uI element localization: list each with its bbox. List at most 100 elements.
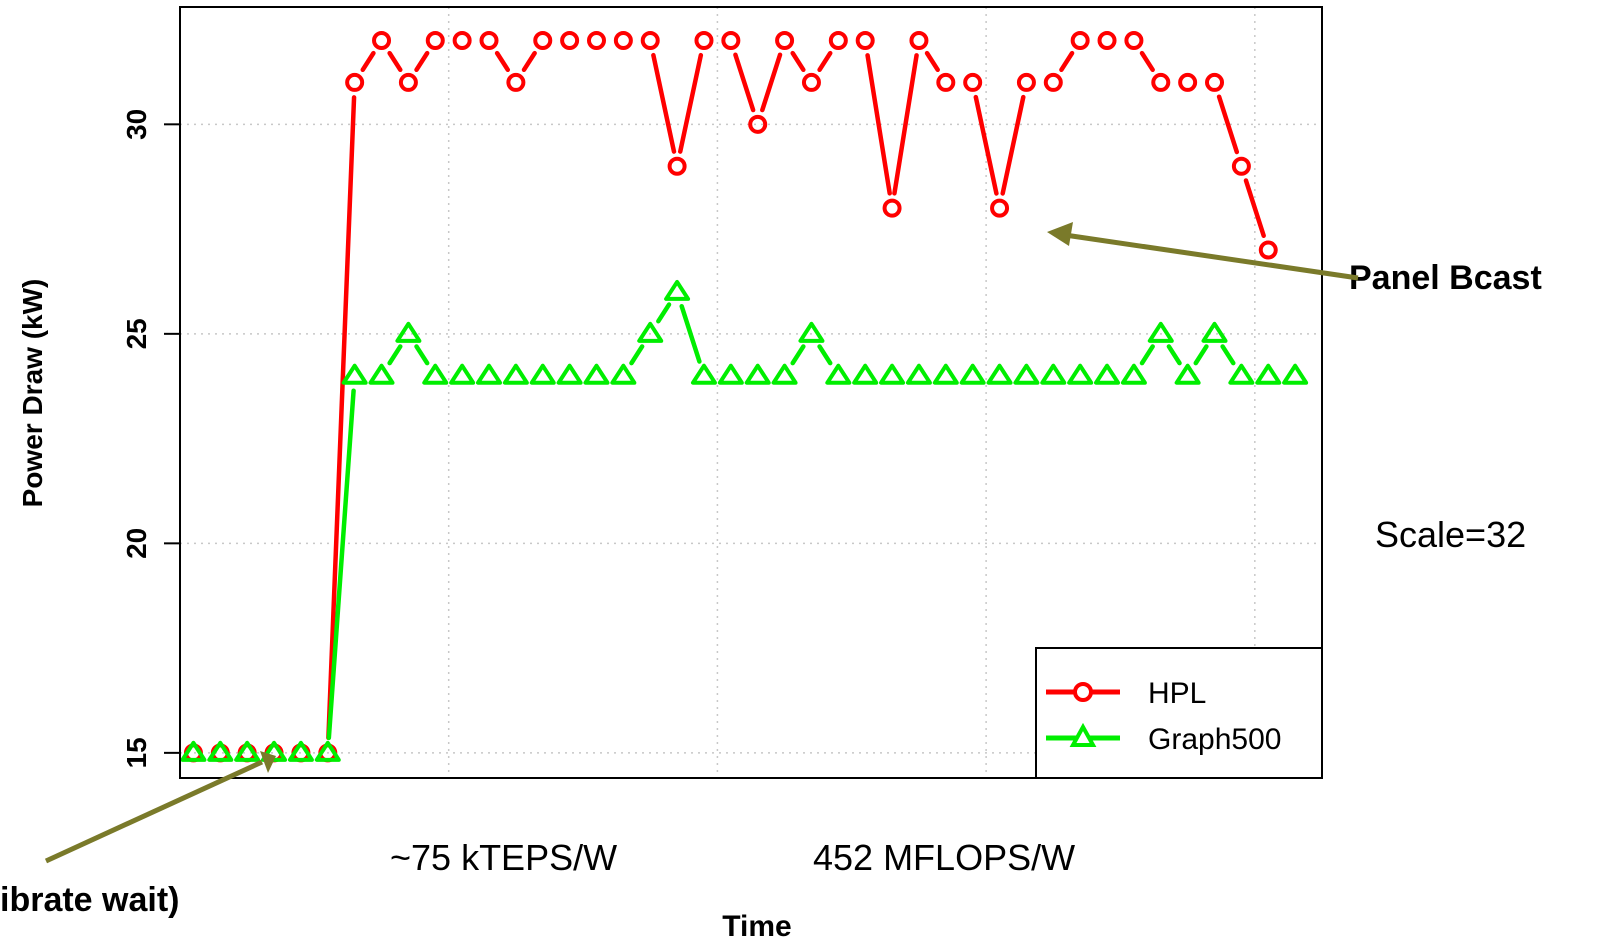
calibrate-wait-annotation: ibrate wait): [0, 881, 179, 919]
series-segment: [679, 303, 702, 364]
scale-annotation: Scale=32: [1375, 514, 1526, 555]
series-segment: [414, 344, 430, 366]
series-segment: [656, 302, 672, 324]
kteps-annotation: ~75 kTEPS/W: [390, 837, 617, 878]
data-point-triangle: [583, 363, 610, 385]
series-segment: [865, 53, 892, 196]
series-hpl: [183, 31, 1278, 763]
data-point-triangle: [556, 363, 583, 385]
data-point-circle: [748, 114, 768, 134]
data-point-triangle: [932, 363, 959, 385]
series-segment: [817, 50, 833, 73]
calibrate-wait-arrow: [44, 751, 276, 864]
data-point-triangle: [314, 740, 341, 762]
panel-bcast-annotation: Panel Bcast: [1349, 259, 1542, 297]
data-point-circle: [1205, 72, 1225, 92]
series-segment: [360, 50, 376, 73]
series-segment: [790, 344, 806, 366]
series-segment: [387, 344, 403, 366]
series-segment: [1220, 344, 1236, 366]
data-point-triangle: [1040, 363, 1067, 385]
data-point-triangle: [1174, 363, 1201, 385]
data-point-circle: [855, 31, 875, 51]
y-tick-label: 30: [121, 109, 152, 140]
data-point-triangle: [1228, 363, 1255, 385]
data-point-triangle: [690, 363, 717, 385]
data-point-circle: [1097, 31, 1117, 51]
data-point-circle: [990, 198, 1010, 218]
data-point-triangle: [610, 363, 637, 385]
legend-triangle-marker: [1069, 722, 1097, 747]
legend-circle-marker: [1073, 682, 1093, 702]
series-segment: [790, 50, 806, 73]
series-segment: [973, 94, 999, 196]
data-point-triangle: [207, 740, 234, 762]
data-point-triangle: [852, 363, 879, 385]
data-point-circle: [721, 31, 741, 51]
data-point-circle: [1016, 72, 1036, 92]
series-segment: [651, 52, 677, 154]
x-axis-label: Time: [722, 910, 791, 943]
data-point-triangle: [664, 279, 691, 301]
legend: HPL Graph500: [1035, 647, 1323, 779]
mflops-annotation: 452 MFLOPS/W: [813, 837, 1075, 878]
data-point-circle: [1231, 156, 1251, 176]
data-point-triangle: [180, 740, 207, 762]
data-point-triangle: [986, 363, 1013, 385]
data-point-circle: [775, 31, 795, 51]
data-point-circle: [882, 198, 902, 218]
data-point-circle: [1151, 72, 1171, 92]
y-axis: 15 20 25 30: [121, 109, 181, 768]
data-point-triangle: [798, 321, 825, 343]
series-segment: [1193, 344, 1209, 366]
data-point-triangle: [1120, 363, 1147, 385]
data-point-circle: [1258, 240, 1278, 260]
data-point-triangle: [529, 363, 556, 385]
data-point-triangle: [368, 363, 395, 385]
series-segment: [1216, 94, 1240, 155]
data-point-triangle: [771, 363, 798, 385]
data-point-circle: [963, 72, 983, 92]
series-segment: [1166, 344, 1182, 366]
data-point-triangle: [825, 363, 852, 385]
y-axis-label: Power Draw (kW): [17, 279, 48, 508]
data-point-circle: [506, 72, 526, 92]
data-point-triangle: [744, 363, 771, 385]
series-segment: [387, 50, 403, 73]
data-point-triangle: [637, 321, 664, 343]
legend-label-hpl: HPL: [1148, 677, 1206, 710]
legend-box: [1035, 647, 1323, 779]
data-point-circle: [586, 31, 606, 51]
data-point-triangle: [476, 363, 503, 385]
series-segment: [326, 388, 356, 741]
data-point-triangle: [341, 363, 368, 385]
data-point-triangle: [905, 363, 932, 385]
data-point-triangle: [1255, 363, 1282, 385]
series-segment: [1243, 178, 1266, 238]
data-point-circle: [828, 31, 848, 51]
data-point-circle: [425, 31, 445, 51]
series-segment: [817, 344, 833, 366]
data-point-circle: [640, 31, 660, 51]
data-point-circle: [1043, 72, 1063, 92]
data-point-circle: [372, 31, 392, 51]
y-tick-label: 15: [121, 737, 152, 768]
y-tick-label: 20: [121, 528, 152, 559]
panel-bcast-arrow: [1047, 222, 1359, 281]
data-point-circle: [613, 31, 633, 51]
data-point-triangle: [959, 363, 986, 385]
data-point-triangle: [1013, 363, 1040, 385]
series-layer: [180, 31, 1309, 763]
legend-label-graph500: Graph500: [1148, 723, 1281, 756]
data-point-triangle: [1201, 321, 1228, 343]
data-point-circle: [936, 72, 956, 92]
data-point-triangle: [502, 363, 529, 385]
series-segment: [521, 50, 537, 73]
data-point-triangle: [422, 363, 449, 385]
series-segment: [494, 50, 511, 73]
series-segment: [629, 344, 645, 366]
series-graph500: [180, 279, 1309, 762]
data-point-triangle: [1094, 363, 1121, 385]
data-point-circle: [479, 31, 499, 51]
